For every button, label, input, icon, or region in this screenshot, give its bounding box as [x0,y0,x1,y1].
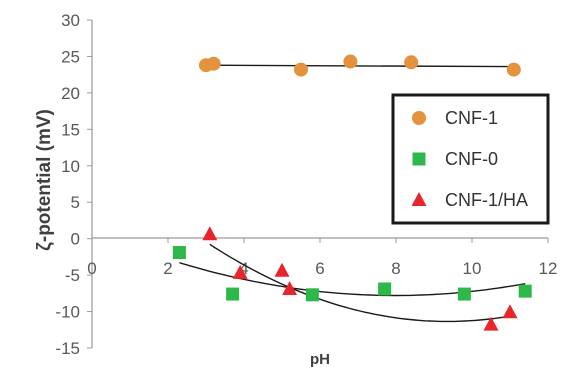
point-cnf-0 [378,282,392,296]
point-cnf-1-ha [202,226,218,241]
point-cnf-0 [305,288,319,302]
x-tick-label: 2 [163,259,172,278]
point-cnf-1 [206,56,221,71]
y-tick-label: 25 [61,47,80,66]
point-cnf-0 [226,287,240,301]
legend-label: CNF-1/HA [445,190,528,210]
point-cnf-1-ha [502,304,518,319]
point-cnf-1-ha [282,280,298,295]
point-cnf-1-ha [274,262,290,277]
point-cnf-1 [404,55,419,70]
point-cnf-1 [343,54,358,69]
axes: 30 25 20 15 10 5 0 -5 -10 -15 0 2 4 6 8 10 12 [55,11,557,358]
trendline-cnf-1-ha [209,243,511,323]
legend-label: CNF-1 [445,108,498,128]
data-points [172,54,532,331]
y-tick-label: 15 [61,120,80,139]
point-cnf-1-ha [483,316,499,331]
legend-marker-circle [412,111,426,125]
x-tick-label: 10 [463,259,482,278]
legend-marker-square [412,152,426,166]
point-cnf-1-ha [232,264,248,279]
point-cnf-0 [172,246,186,260]
y-axis-label: ζ-potential (mV) [34,109,55,251]
x-tick-label: 0 [87,259,96,278]
x-axis-label: pH [310,351,330,368]
point-cnf-1 [506,62,521,77]
legend-marker-triangle [411,192,427,206]
x-tick-label: 6 [315,259,324,278]
x-tick-label: 8 [391,259,400,278]
point-cnf-1 [294,62,308,77]
point-cnf-0 [457,287,471,301]
x-tick-label: 12 [539,259,558,278]
y-tick-label: -15 [55,339,80,358]
y-tick-label: 30 [61,11,80,30]
legend-label: CNF-0 [445,149,498,169]
y-tick-label: -5 [65,266,80,285]
y-tick-label: 5 [71,193,80,212]
trendline-cnf-1 [205,64,518,68]
y-tick-label: -10 [55,303,80,322]
y-tick-label: 0 [71,230,80,249]
point-cnf-0 [518,284,532,298]
legend: CNF-1 CNF-0 CNF-1/HA [391,93,550,225]
y-tick-label: 20 [61,84,80,103]
x-tick-label: 4 [239,259,248,278]
y-tick-label: 10 [61,157,80,176]
